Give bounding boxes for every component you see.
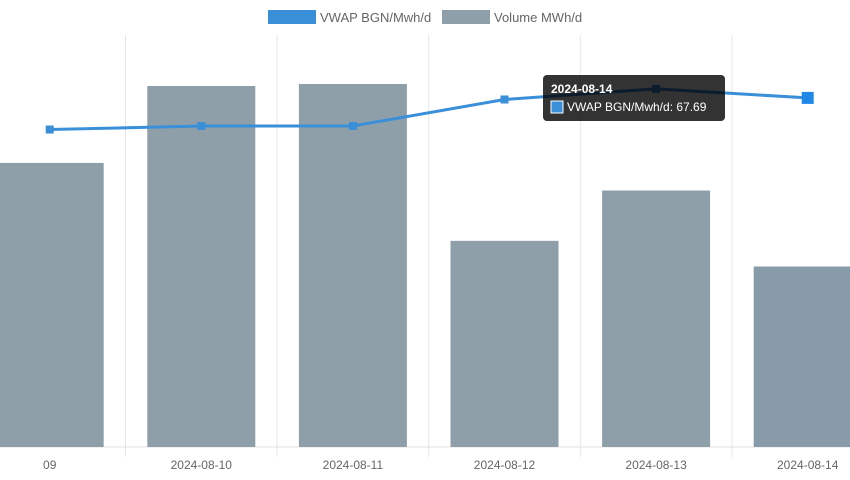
tooltip-title: 2024-08-14 — [551, 82, 613, 96]
legend-label-volume[interactable]: Volume MWh/d — [494, 10, 582, 25]
volume-bar[interactable] — [0, 162, 104, 448]
x-tick-label: 2024-08-12 — [474, 458, 536, 472]
x-tick-label: 2024-08-11 — [323, 458, 384, 472]
x-tick-label: 2024-08-13 — [625, 458, 687, 472]
vwap-point[interactable] — [500, 95, 509, 104]
volume-bar[interactable] — [450, 240, 559, 447]
vwap-point[interactable] — [197, 122, 206, 130]
x-tick-label: 2024-08-14 — [777, 458, 839, 472]
legend-swatch-vwap[interactable] — [268, 10, 316, 24]
tooltip-swatch — [550, 100, 564, 114]
volume-bar[interactable] — [298, 84, 407, 447]
x-tick-label: 2024-08-10 — [171, 458, 233, 472]
volume-bar[interactable] — [602, 190, 711, 448]
legend[interactable]: VWAP BGN/Mwh/d Volume MWh/d — [268, 10, 582, 25]
vwap-point[interactable] — [348, 122, 357, 130]
volume-bar[interactable] — [753, 266, 850, 447]
bars — [0, 84, 850, 448]
x-tick-label: 09 — [43, 458, 57, 472]
x-axis: 09 2024-08-10 2024-08-11 2024-08-12 2024-08-… — [43, 458, 839, 472]
tooltip-label: VWAP BGN/Mwh/d: 67.69 — [567, 100, 707, 114]
tooltip-box — [543, 75, 725, 121]
volume-bar[interactable] — [147, 85, 256, 447]
legend-swatch-volume[interactable] — [442, 10, 490, 24]
vwap-point[interactable] — [45, 125, 54, 134]
legend-label-vwap[interactable]: VWAP BGN/Mwh/d — [320, 10, 431, 25]
tooltip: 2024-08-14 VWAP BGN/Mwh/d: 67.69 — [543, 75, 725, 121]
vwap-point[interactable] — [801, 91, 814, 104]
